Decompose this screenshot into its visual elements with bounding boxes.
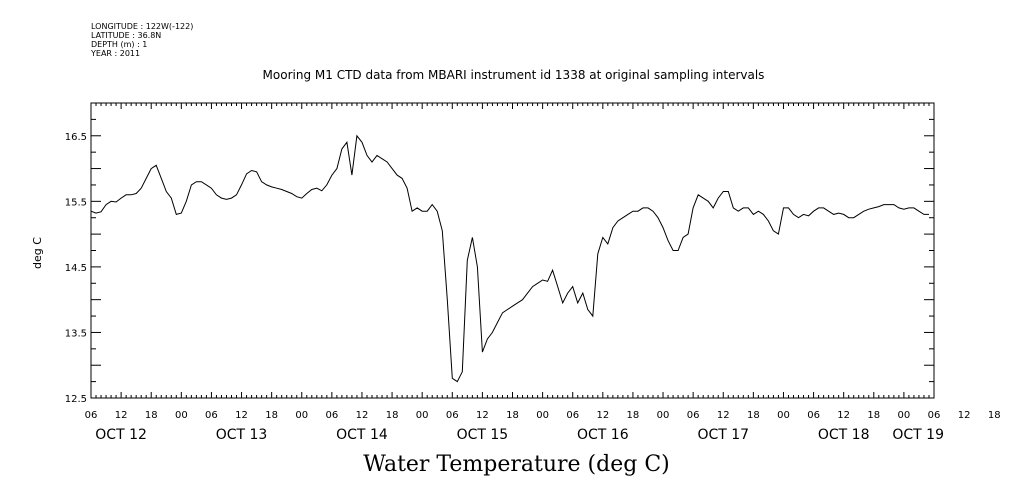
x-tick-label: 18 — [386, 410, 399, 421]
y-axis-label: deg C — [31, 237, 44, 269]
x-tick-label: 12 — [596, 410, 609, 421]
y-tick-label: 15.5 — [65, 197, 87, 208]
plot-frame — [90, 102, 935, 399]
day-label: OCT 17 — [697, 427, 749, 443]
x-tick-label: 12 — [837, 410, 850, 421]
x-tick-label: 12 — [115, 410, 128, 421]
y-tick-labels: 12.5 13.5 14.5 15.5 16.5 — [65, 132, 87, 405]
chart-caption: Water Temperature (deg C) — [363, 452, 670, 477]
x-tick-label: 18 — [747, 410, 760, 421]
day-label: OCT 14 — [336, 427, 388, 443]
x-tick-label: 00 — [416, 410, 429, 421]
x-tick-label: 06 — [85, 410, 98, 421]
x-tick-label: 06 — [928, 410, 941, 421]
temperature-series-line — [90, 134, 929, 383]
day-label: OCT 19 — [892, 427, 944, 443]
y-tick-label: 12.5 — [65, 394, 87, 405]
metadata-depth: DEPTH (m) : 1 — [91, 40, 148, 49]
x-tick-label: 00 — [536, 410, 549, 421]
day-label: OCT 15 — [457, 427, 509, 443]
metadata-longitude: LONGITUDE : 122W(-122) — [91, 22, 194, 31]
x-tick-label: 18 — [627, 410, 640, 421]
chart-title: Mooring M1 CTD data from MBARI instrumen… — [262, 68, 765, 82]
metadata-latitude: LATITUDE : 36.8N — [91, 31, 162, 40]
y-tick-label: 13.5 — [65, 328, 87, 339]
x-tick-label: 06 — [566, 410, 579, 421]
x-tick-label: 06 — [687, 410, 700, 421]
x-tick-label: 12 — [235, 410, 248, 421]
metadata-year: YEAR : 2011 — [91, 49, 141, 58]
day-label: OCT 13 — [216, 427, 268, 443]
day-label: OCT 18 — [818, 427, 870, 443]
x-tick-label: 18 — [988, 410, 1001, 421]
x-tick-label: 06 — [446, 410, 459, 421]
x-tick-label: 00 — [657, 410, 670, 421]
x-tick-labels: 06 12 18 00 06 12 18 00 06 12 18 00 06 12 18 00 06 12 18 00… — [85, 410, 1001, 421]
y-tick-label: 16.5 — [65, 132, 87, 143]
day-label: OCT 16 — [577, 427, 629, 443]
x-tick-label: 12 — [356, 410, 369, 421]
x-tick-label: 00 — [898, 410, 911, 421]
y-tick-label: 14.5 — [65, 263, 87, 274]
axis-ticks — [90, 102, 935, 399]
x-tick-label: 18 — [506, 410, 519, 421]
x-tick-label: 06 — [807, 410, 820, 421]
x-tick-label: 06 — [325, 410, 338, 421]
day-label: OCT 12 — [95, 427, 147, 443]
x-tick-label: 12 — [958, 410, 971, 421]
x-tick-label: 18 — [265, 410, 278, 421]
x-tick-label: 00 — [295, 410, 308, 421]
x-tick-label: 18 — [867, 410, 880, 421]
x-tick-label: 12 — [476, 410, 489, 421]
x-tick-label: 00 — [777, 410, 790, 421]
x-tick-label: 00 — [175, 410, 188, 421]
x-tick-label: 18 — [145, 410, 158, 421]
x-tick-label: 12 — [717, 410, 730, 421]
x-tick-label: 06 — [205, 410, 218, 421]
day-labels: OCT 12 OCT 13 OCT 14 OCT 15 OCT 16 OCT 17 OCT … — [95, 427, 944, 443]
